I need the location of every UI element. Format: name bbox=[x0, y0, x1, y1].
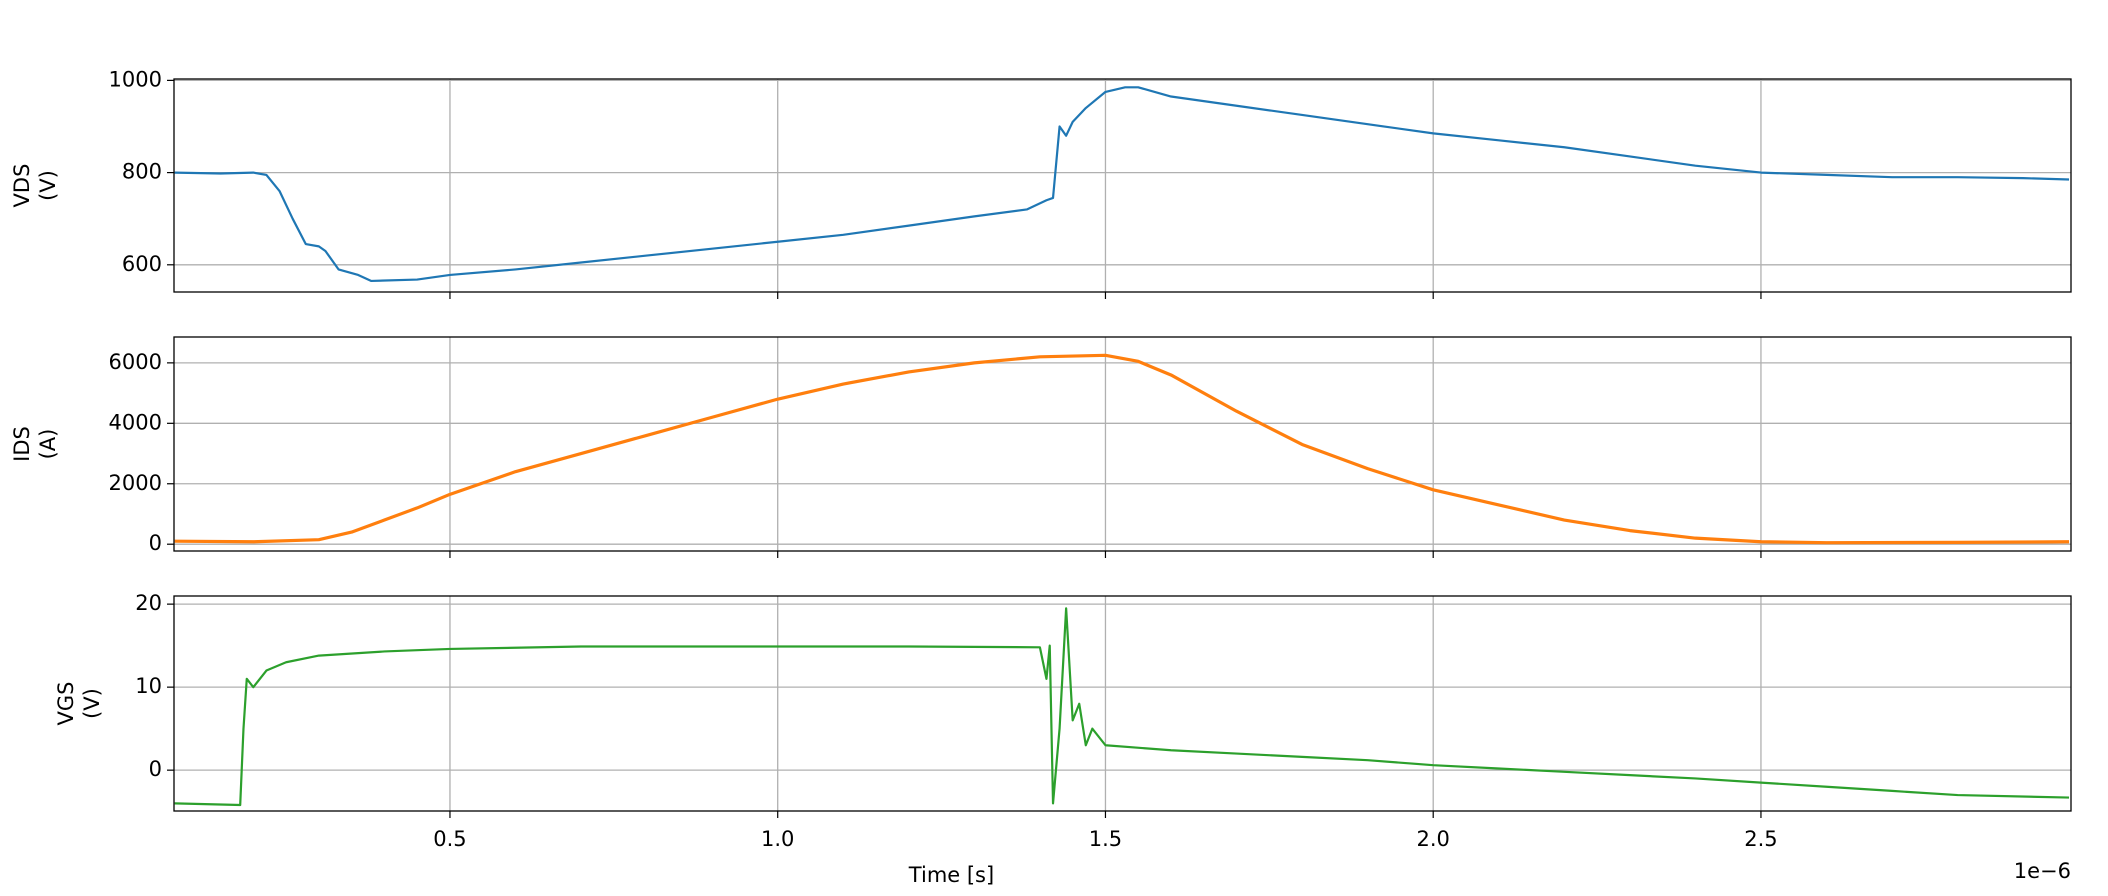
data-line bbox=[174, 607, 2070, 807]
y-tick-label: 0 bbox=[149, 757, 162, 781]
y-tick-label: 4000 bbox=[109, 410, 162, 434]
x-tick-label: 2.0 bbox=[1417, 827, 1450, 851]
y-axis-label: (V) bbox=[80, 688, 104, 719]
y-axis-label: VDS bbox=[10, 164, 34, 208]
x-tick-label: 0.5 bbox=[433, 827, 466, 851]
axes-frame bbox=[173, 78, 2072, 293]
y-axis-label: VGS bbox=[54, 682, 78, 726]
y-tick-label: 600 bbox=[122, 252, 162, 276]
plot-area bbox=[174, 353, 2070, 545]
x-offset-label: 1e−6 bbox=[2014, 859, 2071, 883]
y-tick-label: 1000 bbox=[109, 67, 162, 91]
y-tick-label: 0 bbox=[149, 531, 162, 555]
y-tick-label: 2000 bbox=[109, 471, 162, 495]
x-tick-label: 2.5 bbox=[1744, 827, 1777, 851]
y-tick-label: 6000 bbox=[109, 350, 162, 374]
plot-area bbox=[174, 607, 2070, 807]
axes-frame bbox=[173, 595, 2072, 812]
axes-frame bbox=[173, 336, 2072, 552]
data-line bbox=[174, 353, 2070, 545]
x-axis-label: Time [s] bbox=[908, 863, 994, 887]
y-tick-label: 10 bbox=[135, 674, 162, 698]
plot-area bbox=[174, 86, 2070, 283]
y-tick-label: 20 bbox=[135, 591, 162, 615]
y-tick-label: 800 bbox=[122, 160, 162, 184]
x-tick-label: 1.5 bbox=[1089, 827, 1122, 851]
y-axis-label: IDS bbox=[10, 426, 34, 462]
x-tick-label: 1.0 bbox=[761, 827, 794, 851]
y-axis-label: (V) bbox=[36, 170, 60, 201]
data-line bbox=[174, 86, 2070, 283]
y-axis-label: (A) bbox=[36, 429, 60, 460]
